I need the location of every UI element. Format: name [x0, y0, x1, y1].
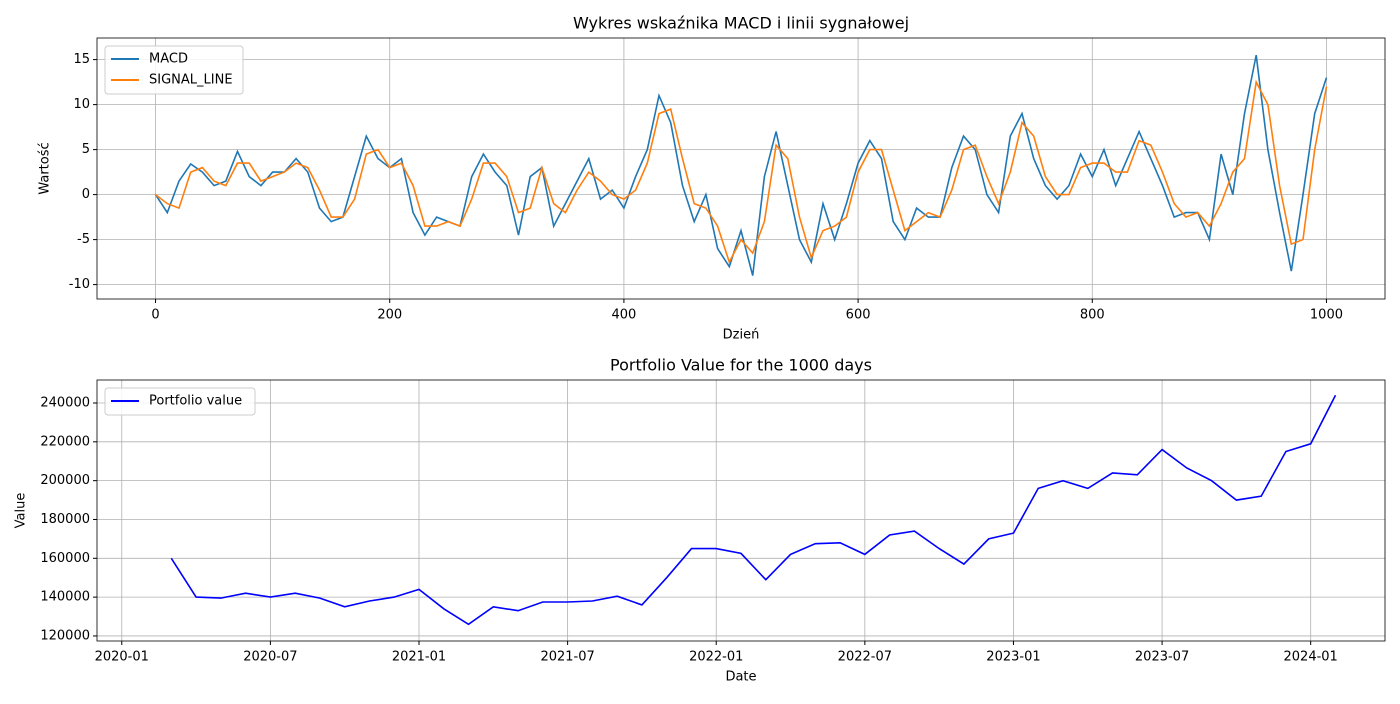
y-tick-label: 180000	[40, 512, 90, 527]
legend-box	[104, 387, 256, 416]
x-tick-label: 2020-01	[95, 650, 149, 665]
y-axis-label: Wartość	[38, 142, 53, 194]
data-line	[170, 394, 1337, 626]
x-tick-label: 2021-07	[540, 650, 594, 665]
y-tick-label: 240000	[40, 396, 90, 411]
y-axis-label: Value	[14, 493, 29, 529]
legend-box	[104, 45, 244, 95]
data-line	[155, 79, 1328, 265]
y-tick-label: 120000	[40, 628, 90, 643]
legend-label: SIGNAL_LINE	[149, 73, 233, 88]
y-tick-label: -10	[69, 277, 90, 292]
chart-title: Wykres wskaźnika MACD i linii sygnałowej	[573, 14, 909, 33]
data-line	[154, 54, 1328, 276]
axes-frame	[96, 37, 1386, 300]
x-axis-label: Date	[725, 670, 756, 685]
y-tick-label: 0	[82, 187, 90, 202]
x-tick-label: 2023-01	[986, 650, 1040, 665]
y-tick-label: 200000	[40, 473, 90, 488]
axes-frame	[96, 379, 1386, 642]
x-tick-label: 2021-01	[392, 650, 446, 665]
y-tick-label: 10	[73, 97, 90, 112]
x-axis-label: Dzień	[723, 328, 760, 343]
x-tick-label: 2023-07	[1135, 650, 1189, 665]
x-tick-label: 1000	[1310, 308, 1343, 323]
x-tick-label: 2024-01	[1284, 650, 1338, 665]
x-tick-label: 400	[611, 308, 636, 323]
y-tick-label: -5	[77, 232, 90, 247]
x-tick-label: 2022-07	[838, 650, 892, 665]
x-tick-label: 600	[846, 308, 871, 323]
legend-label: Portfolio value	[149, 394, 242, 409]
x-tick-label: 800	[1080, 308, 1105, 323]
y-tick-label: 140000	[40, 590, 90, 605]
chart-title: Portfolio Value for the 1000 days	[610, 356, 872, 375]
x-tick-label: 0	[151, 308, 159, 323]
y-tick-label: 220000	[40, 434, 90, 449]
y-tick-label: 15	[73, 52, 90, 67]
legend-label: MACD	[149, 52, 188, 67]
y-tick-label: 160000	[40, 551, 90, 566]
x-tick-label: 2020-07	[243, 650, 297, 665]
x-tick-label: 2022-01	[689, 650, 743, 665]
x-tick-label: 200	[377, 308, 402, 323]
y-tick-label: 5	[82, 142, 90, 157]
